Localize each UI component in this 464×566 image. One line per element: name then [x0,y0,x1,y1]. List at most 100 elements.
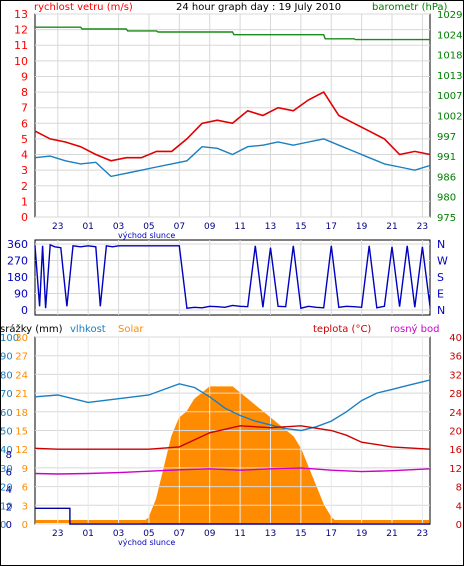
rain-tick-label: 6 [6,468,12,479]
temperature-line [34,425,431,450]
humidity-tick-label: 20 [0,483,13,494]
temperature-tick-label: 36 [449,352,462,363]
hour-tick-label: 23 [52,529,63,539]
barometer-tick-label: 1013 [437,71,462,82]
humidity-tick-label: 80 [0,370,13,381]
humidity-tick-label: 10 [0,501,13,512]
direction-degree-label: 90 [14,288,28,301]
rain-line [35,507,430,525]
solar-tick-label: 0 [22,520,28,531]
humidity-tick-label: 40 [0,445,13,456]
direction-compass-label: W [437,255,448,268]
rain-tick-label: 2 [6,503,12,514]
wind-tick-label: 4 [21,149,28,162]
wind-tick-label: 9 [21,70,28,83]
solar-tick-label: 24 [15,370,28,381]
temperature-tick-label: 16 [449,445,462,456]
grid-2 [35,240,430,315]
barometer-tick-label: 1002 [437,112,462,123]
rain-tick-label: 8 [6,450,12,461]
direction-degree-ticks: 0 90 180 270 360 [7,238,28,317]
direction-compass-label: E [437,288,444,301]
wind-tick-label: 11 [14,39,28,52]
hour-tick-label: 09 [204,222,216,232]
humidity-tick-label: 30 [0,464,13,475]
solar-axis-title: Solar [118,324,144,335]
wind-tick-label: 5 [21,133,28,146]
solar-tick-label: 6 [22,483,28,494]
solar-tick-label: 21 [15,389,28,400]
hour-tick-label: 19 [356,529,368,539]
direction-degree-label: 0 [21,304,28,317]
humidity-tick-label: 60 [0,408,13,419]
panel1-series [34,26,431,178]
hour-tick-label: 23 [52,222,63,232]
hour-tick-label: 01 [82,529,93,539]
hour-tick-label: 03 [113,222,124,232]
temperature-tick-label: 20 [449,427,462,438]
wind-direction-line [34,243,431,310]
wind-axis-title: rychlost vetru (m/s) [34,2,133,13]
hour-tick-label: 19 [356,222,368,232]
barometer-axis-ticks: 975 980 986 991 997 1002 1007 1013 1018 1024 1029 [437,10,462,224]
solar-tick-label: 3 [22,501,28,512]
temperature-axis-ticks: 0 4 8 12 16 20 24 28 32 36 40 [449,333,462,531]
barometer-tick-label: 980 [437,193,456,204]
direction-compass-label: S [437,271,444,284]
humidity-line [34,379,431,432]
chart-title: 24 hour graph day : 19 July 2010 [176,2,341,13]
wind-tick-label: 8 [21,86,28,99]
hour-tick-label: 03 [113,529,124,539]
rain-tick-label: 0 [6,520,12,531]
wind-tick-label: 1 [21,195,28,208]
barometer-line [35,26,430,41]
wind-gust-line [34,91,431,162]
barometer-tick-label: 997 [437,132,456,143]
hour-tick-label: 07 [174,529,185,539]
barometer-tick-label: 975 [437,213,456,224]
temperature-tick-label: 8 [456,483,462,494]
solar-tick-label: 9 [22,464,28,475]
hour-tick-label: 05 [143,222,154,232]
hour-tick-label: 23 [417,222,428,232]
panel3-series [34,379,431,525]
hour-tick-label: 13 [265,222,276,232]
temperature-tick-label: 0 [456,520,462,531]
hour-tick-label: 05 [143,529,154,539]
barometer-tick-label: 1018 [437,51,462,62]
barometer-tick-label: 991 [437,152,456,163]
wind-tick-label: 6 [21,117,28,130]
solar-baseline [36,520,429,523]
rain-tick-label: 4 [6,485,12,496]
temperature-axis-title: teplota (°C) [313,324,371,335]
temperature-tick-label: 12 [449,464,462,475]
hour-tick-label: 01 [82,222,93,232]
barometer-tick-label: 1024 [437,30,462,41]
dewpoint-axis-title: rosný bod [390,323,439,335]
hour-tick-label: 21 [386,222,397,232]
temperature-tick-label: 24 [449,408,462,419]
humidity-tick-label: 50 [0,427,13,438]
humidity-tick-label: 100 [0,333,19,344]
humidity-tick-label: 90 [0,352,13,363]
hour-tick-label: 11 [234,222,245,232]
hour-tick-label: 13 [265,529,276,539]
wind-tick-label: 12 [14,24,28,37]
temperature-tick-label: 4 [456,501,462,512]
barometer-tick-label: 1007 [437,91,462,102]
humidity-tick-label: 70 [0,389,13,400]
wind-tick-label: 7 [21,102,28,115]
hour-tick-label: 15 [295,529,306,539]
hour-tick-label: 11 [234,529,245,539]
solar-tick-label: 18 [15,408,28,419]
hour-tick-label: 09 [204,529,216,539]
solar-tick-label: 12 [15,445,28,456]
temperature-tick-label: 28 [449,389,462,400]
x-axis-hours-1: 23 01 03 05 07 09 11 13 15 17 19 21 23 [52,222,428,232]
barometer-tick-label: 986 [437,172,456,183]
wind-tick-label: 2 [21,180,28,193]
hour-tick-label: 23 [417,529,428,539]
